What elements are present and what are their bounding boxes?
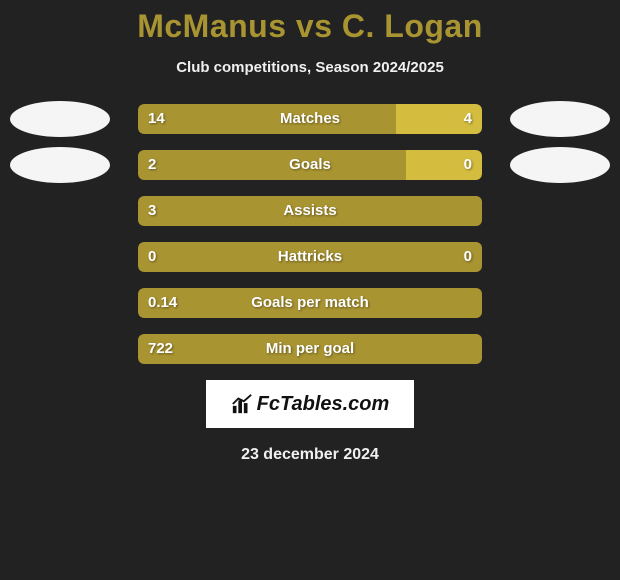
date-text: 23 december 2024 [0,446,620,464]
player2-avatar [510,147,610,183]
player1-avatar [10,147,110,183]
player2-name: C. Logan [342,8,483,44]
stat-row: 3Assists [0,196,620,226]
subtitle: Club competitions, Season 2024/2025 [0,59,620,76]
logo-box: FcTables.com [206,380,414,428]
logo-text: FcTables.com [257,393,390,416]
player2-avatar [510,101,610,137]
chart-icon [231,393,253,415]
logo: FcTables.com [231,393,390,416]
stat-row: 144Matches [0,104,620,134]
stat-label: Min per goal [138,334,482,364]
stat-row: 0.14Goals per match [0,288,620,318]
stat-row: 00Hattricks [0,242,620,272]
stat-label: Goals [138,150,482,180]
vs-text: vs [296,8,333,44]
stat-label: Assists [138,196,482,226]
player1-avatar [10,101,110,137]
stat-row: 20Goals [0,150,620,180]
stat-label: Matches [138,104,482,134]
comparison-chart: 144Matches 20Goals 3Assists 00Hattricks 0.14… [0,104,620,364]
comparison-title: McManus vs C. Logan [0,0,620,45]
stat-label: Hattricks [138,242,482,272]
stat-row: 722Min per goal [0,334,620,364]
player1-name: McManus [137,8,286,44]
stat-label: Goals per match [138,288,482,318]
